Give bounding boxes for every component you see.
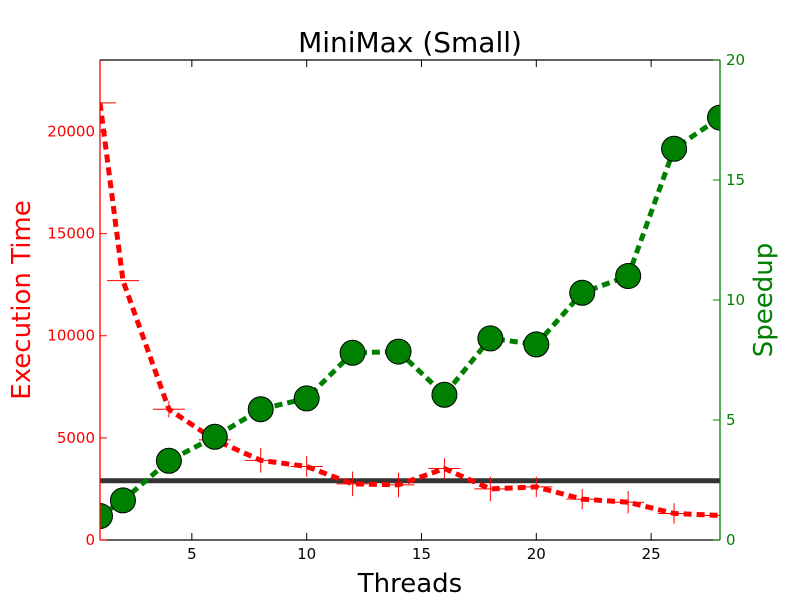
axis-layer: 5 10 15 20 25 0 5000 10000 15000 20000 0 5 10 15 20 <box>47 51 745 563</box>
speedup-point <box>707 104 720 131</box>
speedup-point <box>155 447 182 474</box>
y-left-tick-label: 0 <box>85 531 95 549</box>
y-right-tick-label: 15 <box>726 171 745 189</box>
chart-title: MiniMax (Small) <box>298 26 522 59</box>
y-left-tick-label: 10000 <box>47 327 95 345</box>
y-left-tick-label: 20000 <box>47 122 95 140</box>
speedup-point <box>339 339 366 366</box>
speedup-point <box>109 487 136 514</box>
speedup-point <box>569 279 596 306</box>
speedup-point <box>615 263 642 289</box>
x-tick-label: 25 <box>642 545 661 563</box>
y-axis-left-label: Execution Time <box>7 200 37 399</box>
speedup-point <box>201 423 228 450</box>
speedup-point <box>100 503 113 529</box>
y-right-tick-label: 0 <box>726 531 736 549</box>
speedup-point <box>431 381 458 408</box>
speedup-point <box>385 338 412 365</box>
y-right-tick-label: 20 <box>726 51 745 69</box>
y-axis-right-label: Speedup <box>749 243 779 358</box>
plot-area <box>100 60 720 540</box>
x-tick-label: 15 <box>412 545 431 563</box>
series-group <box>100 102 720 529</box>
x-tick-label: 5 <box>187 545 197 563</box>
y-left-tick-label: 15000 <box>47 225 95 243</box>
speedup-point <box>477 325 504 352</box>
speedup-point <box>523 331 550 358</box>
speedup-point <box>247 396 274 423</box>
y-right-tick-label: 5 <box>726 411 736 429</box>
y-left-tick-label: 5000 <box>57 429 95 447</box>
x-tick-label: 10 <box>297 545 316 563</box>
y-right-tick-label: 10 <box>726 291 745 309</box>
speedup-point <box>293 385 320 412</box>
series-layer <box>100 102 720 529</box>
x-axis-label: Threads <box>357 569 462 599</box>
x-tick-label: 20 <box>527 545 546 563</box>
speedup-point <box>661 135 688 162</box>
